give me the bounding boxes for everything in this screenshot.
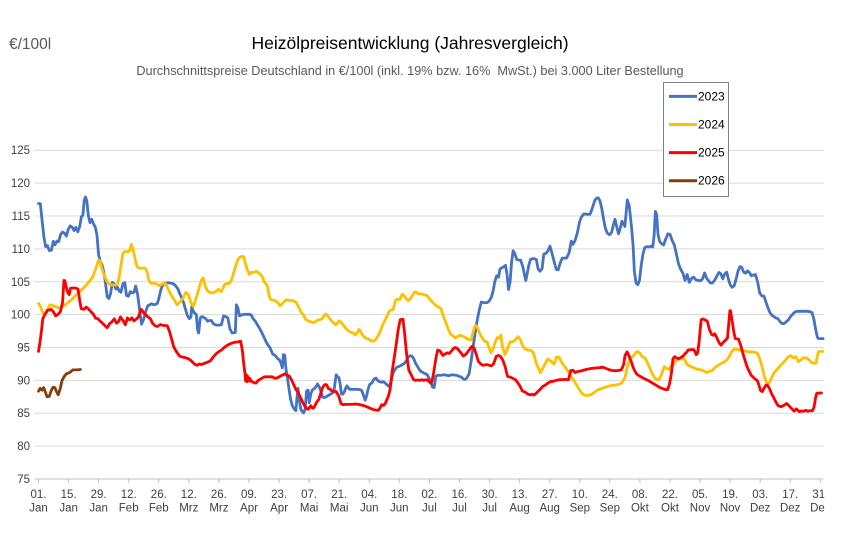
svg-text:110: 110 bbox=[12, 244, 30, 256]
svg-text:17.: 17. bbox=[782, 489, 798, 501]
svg-text:75: 75 bbox=[17, 474, 30, 486]
svg-text:02.: 02. bbox=[421, 489, 437, 501]
svg-text:01.: 01. bbox=[31, 489, 47, 501]
svg-text:Jun: Jun bbox=[360, 503, 379, 515]
svg-text:Jul: Jul bbox=[452, 503, 467, 515]
svg-text:Jun: Jun bbox=[390, 503, 409, 515]
svg-text:Sep: Sep bbox=[600, 503, 620, 515]
svg-text:07.: 07. bbox=[301, 489, 317, 501]
svg-text:04.: 04. bbox=[361, 489, 377, 501]
svg-text:Feb: Feb bbox=[149, 503, 169, 515]
svg-text:2023: 2023 bbox=[698, 89, 725, 103]
svg-text:Feb: Feb bbox=[119, 503, 139, 515]
svg-text:115: 115 bbox=[12, 211, 30, 223]
svg-text:125: 125 bbox=[11, 145, 30, 157]
svg-text:85: 85 bbox=[17, 408, 30, 420]
svg-text:Aug: Aug bbox=[509, 503, 529, 515]
svg-text:Jul: Jul bbox=[422, 503, 437, 515]
svg-text:12.: 12. bbox=[181, 489, 197, 501]
svg-text:10.: 10. bbox=[572, 489, 588, 501]
svg-text:Nov: Nov bbox=[720, 503, 741, 515]
svg-text:16.: 16. bbox=[452, 489, 468, 501]
svg-text:15.: 15. bbox=[61, 489, 77, 501]
svg-text:Mrz: Mrz bbox=[209, 503, 228, 515]
svg-text:09.: 09. bbox=[241, 489, 257, 501]
svg-text:Jul: Jul bbox=[482, 503, 497, 515]
svg-text:23.: 23. bbox=[271, 489, 287, 501]
svg-text:Mai: Mai bbox=[300, 503, 319, 515]
svg-text:2026: 2026 bbox=[698, 174, 725, 188]
svg-text:Sep: Sep bbox=[570, 503, 590, 515]
svg-text:24.: 24. bbox=[602, 489, 618, 501]
svg-text:03.: 03. bbox=[752, 489, 768, 501]
svg-text:90: 90 bbox=[17, 375, 30, 387]
svg-text:Mai: Mai bbox=[330, 503, 349, 515]
svg-text:Jan: Jan bbox=[59, 503, 78, 515]
svg-text:80: 80 bbox=[17, 441, 30, 453]
svg-text:2025: 2025 bbox=[698, 146, 725, 160]
svg-text:26.: 26. bbox=[211, 489, 227, 501]
svg-text:19.: 19. bbox=[722, 489, 738, 501]
svg-text:Jan: Jan bbox=[29, 503, 48, 515]
svg-text:05.: 05. bbox=[692, 489, 708, 501]
svg-text:Nov: Nov bbox=[690, 503, 711, 515]
svg-text:120: 120 bbox=[11, 178, 30, 190]
svg-text:30.: 30. bbox=[482, 489, 498, 501]
svg-text:Mrz: Mrz bbox=[179, 503, 198, 515]
svg-text:Apr: Apr bbox=[240, 503, 258, 515]
svg-text:21.: 21. bbox=[331, 489, 347, 501]
svg-text:27.: 27. bbox=[542, 489, 558, 501]
svg-text:105: 105 bbox=[11, 277, 30, 289]
svg-text:100: 100 bbox=[11, 310, 30, 322]
svg-text:Jan: Jan bbox=[89, 503, 108, 515]
svg-text:Apr: Apr bbox=[270, 503, 288, 515]
svg-text:Dez: Dez bbox=[750, 503, 771, 515]
svg-text:12.: 12. bbox=[121, 489, 137, 501]
svg-text:Dez: Dez bbox=[780, 503, 801, 515]
svg-text:95: 95 bbox=[17, 343, 30, 355]
svg-text:Aug: Aug bbox=[539, 503, 559, 515]
svg-text:08.: 08. bbox=[632, 489, 648, 501]
svg-text:29.: 29. bbox=[91, 489, 107, 501]
svg-text:Okt: Okt bbox=[661, 503, 680, 515]
svg-text:22.: 22. bbox=[662, 489, 678, 501]
svg-text:13.: 13. bbox=[512, 489, 528, 501]
svg-text:Okt: Okt bbox=[631, 503, 650, 515]
svg-text:26.: 26. bbox=[151, 489, 167, 501]
svg-text:2024: 2024 bbox=[698, 117, 725, 131]
svg-text:18.: 18. bbox=[391, 489, 407, 501]
